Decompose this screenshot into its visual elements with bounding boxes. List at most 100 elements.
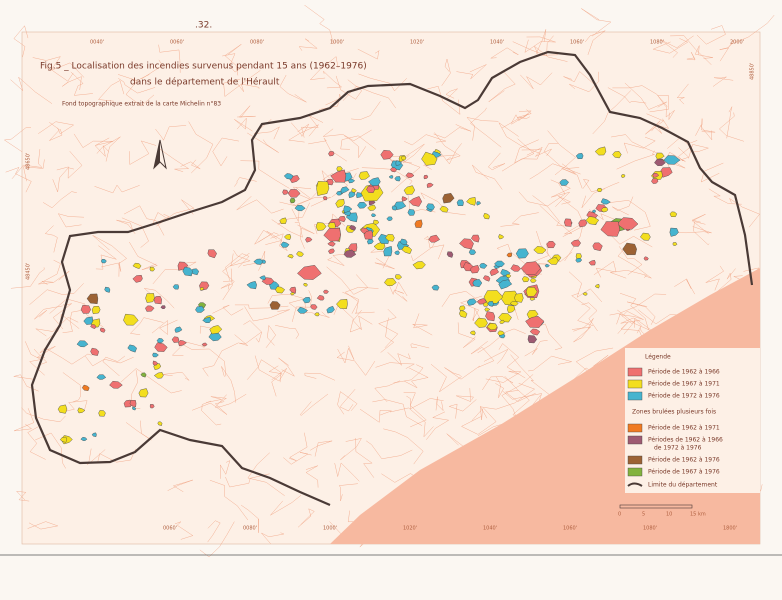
road (719, 112, 744, 142)
fire-zone (259, 275, 266, 281)
road (234, 117, 253, 132)
legend-boundary-line (627, 482, 643, 487)
road (527, 355, 572, 372)
road (623, 136, 656, 154)
legend-swatch (627, 435, 643, 445)
road (32, 56, 61, 72)
road (609, 200, 651, 231)
fire-zone (640, 232, 651, 241)
road (674, 226, 712, 234)
graticule-label: 2000' (730, 40, 744, 46)
road (427, 86, 461, 115)
road (11, 149, 43, 179)
fire-zone (498, 279, 513, 290)
north-arrow (153, 139, 167, 170)
fire-zone (459, 238, 474, 250)
graticule-label: 48850' (750, 63, 756, 80)
title: Fig.5 _ Localisation des incendies surve… (40, 62, 367, 72)
road (538, 323, 563, 351)
fire-zone (414, 219, 423, 228)
road (660, 35, 694, 58)
fire-zone (91, 305, 101, 315)
fire-zone (90, 347, 100, 356)
fire-zone (145, 305, 155, 312)
road (610, 270, 647, 279)
fire-zone (349, 225, 357, 231)
scale-bar-body (619, 504, 693, 509)
road (297, 224, 315, 249)
fire-zone (129, 400, 137, 408)
fire-zone (468, 249, 477, 255)
road (308, 138, 347, 162)
graticule-label: 1040' (483, 526, 497, 532)
road (435, 396, 444, 412)
road (34, 305, 63, 320)
fire-zone (348, 243, 358, 252)
road (225, 473, 270, 488)
road (237, 83, 260, 92)
road (547, 130, 576, 176)
road (482, 376, 514, 391)
road (693, 221, 710, 246)
road (518, 182, 566, 207)
fire-zone (612, 151, 622, 159)
fire-zone (305, 236, 313, 243)
road (326, 266, 369, 295)
road (457, 322, 476, 348)
fire-zone (622, 242, 637, 255)
fire-zone (669, 211, 678, 218)
road (694, 45, 713, 59)
road (412, 313, 433, 336)
road (23, 159, 45, 182)
road (220, 281, 235, 290)
road (225, 253, 250, 281)
road (705, 265, 724, 291)
fire-zone (620, 174, 626, 178)
fire-zone (476, 201, 481, 206)
road (100, 261, 122, 277)
fire-zone (591, 209, 597, 213)
road (696, 25, 726, 45)
fire-zone (401, 196, 408, 202)
road (206, 396, 228, 403)
scale-label: 0 (618, 512, 621, 518)
legend-swatch (627, 455, 643, 465)
fire-zone (669, 227, 679, 237)
fire-zone (533, 246, 547, 254)
road (87, 448, 106, 465)
road (3, 127, 32, 153)
road (674, 278, 696, 295)
fire-zone (303, 283, 308, 287)
fire-zone (559, 179, 569, 186)
fire-zone (328, 248, 335, 254)
fire-zone (596, 187, 603, 193)
fire-zone (348, 178, 356, 184)
road (156, 199, 195, 227)
fire-zone (246, 280, 257, 290)
road (298, 311, 330, 318)
road (207, 520, 221, 543)
road (394, 281, 408, 302)
fire-zone (484, 307, 491, 312)
road (456, 388, 474, 402)
road (70, 71, 93, 96)
fire-zone (297, 264, 322, 280)
road (222, 253, 235, 282)
road (62, 76, 82, 91)
fire-zone (373, 219, 380, 225)
fire-zone (330, 169, 347, 183)
fire-zone (343, 205, 353, 214)
road (174, 521, 194, 540)
road (158, 44, 181, 73)
road (42, 191, 77, 209)
fire-zone (563, 218, 572, 227)
fire-zone (459, 310, 468, 318)
fire-zone (505, 273, 512, 278)
road (719, 39, 735, 62)
road (309, 56, 339, 81)
road (678, 145, 693, 161)
road (495, 376, 505, 398)
fire-zone (385, 234, 395, 242)
fire-zone (326, 305, 335, 314)
fire-zone (90, 324, 97, 329)
